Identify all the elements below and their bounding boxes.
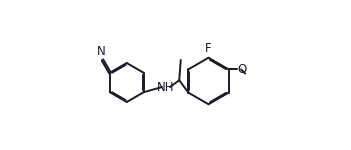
Text: O: O [238, 63, 247, 76]
Text: NH: NH [157, 81, 174, 94]
Text: F: F [205, 42, 212, 55]
Text: N: N [97, 45, 106, 58]
